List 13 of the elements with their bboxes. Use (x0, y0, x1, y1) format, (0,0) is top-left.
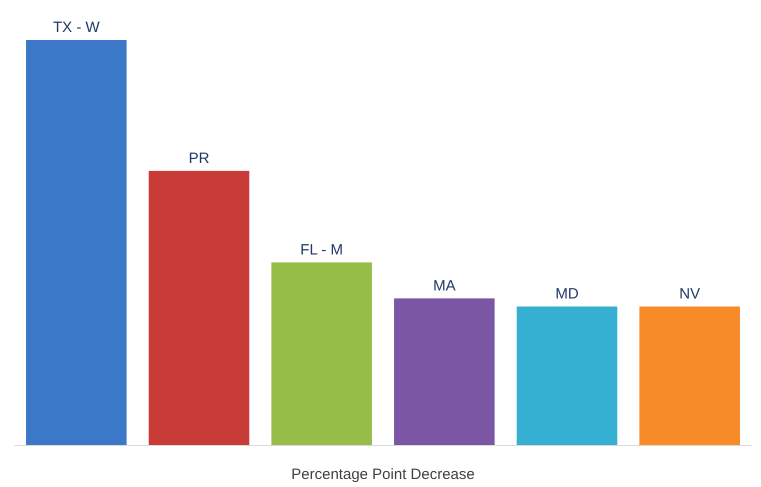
x-tick-label: NV (679, 285, 700, 302)
x-tick-label: MD (555, 285, 579, 302)
x-tick-label: TX - W (53, 19, 101, 36)
x-tick-label: MA (433, 277, 456, 294)
bar (516, 306, 618, 445)
bar (26, 40, 127, 445)
x-tick-label: PR (188, 150, 210, 167)
bar (271, 262, 372, 445)
bar (148, 170, 250, 445)
x-axis-title: Percentage Point Decrease (291, 466, 475, 483)
x-tick-label: FL - M (300, 241, 344, 258)
bar (394, 298, 495, 445)
bar (639, 306, 740, 445)
